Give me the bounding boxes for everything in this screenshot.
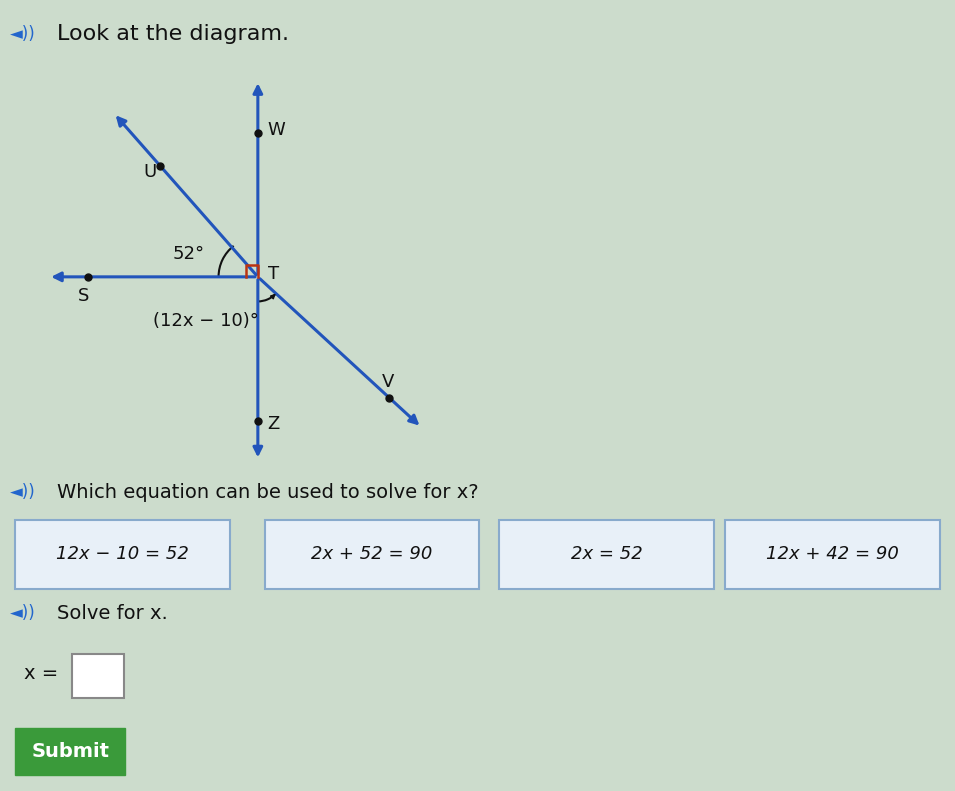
Text: 2x + 52 = 90: 2x + 52 = 90 <box>311 546 433 563</box>
Text: Look at the diagram.: Look at the diagram. <box>57 24 289 44</box>
Text: x =: x = <box>24 664 58 683</box>
Text: ◄)): ◄)) <box>10 604 35 622</box>
Text: 52°: 52° <box>173 244 204 263</box>
Text: 2x = 52: 2x = 52 <box>571 546 643 563</box>
Text: Submit: Submit <box>32 742 109 761</box>
Text: U: U <box>143 163 157 181</box>
Text: Solve for x.: Solve for x. <box>57 604 168 623</box>
Text: S: S <box>77 287 89 305</box>
Text: W: W <box>267 120 286 138</box>
Text: (12x − 10)°: (12x − 10)° <box>153 312 259 330</box>
Text: ◄)): ◄)) <box>10 483 35 501</box>
Text: 12x + 42 = 90: 12x + 42 = 90 <box>766 546 899 563</box>
Text: 12x − 10 = 52: 12x − 10 = 52 <box>56 546 189 563</box>
Text: Which equation can be used to solve for x?: Which equation can be used to solve for … <box>57 483 478 501</box>
Text: ◄)): ◄)) <box>10 25 35 43</box>
Text: Z: Z <box>267 415 280 433</box>
Text: V: V <box>382 373 394 391</box>
Text: T: T <box>267 264 279 282</box>
